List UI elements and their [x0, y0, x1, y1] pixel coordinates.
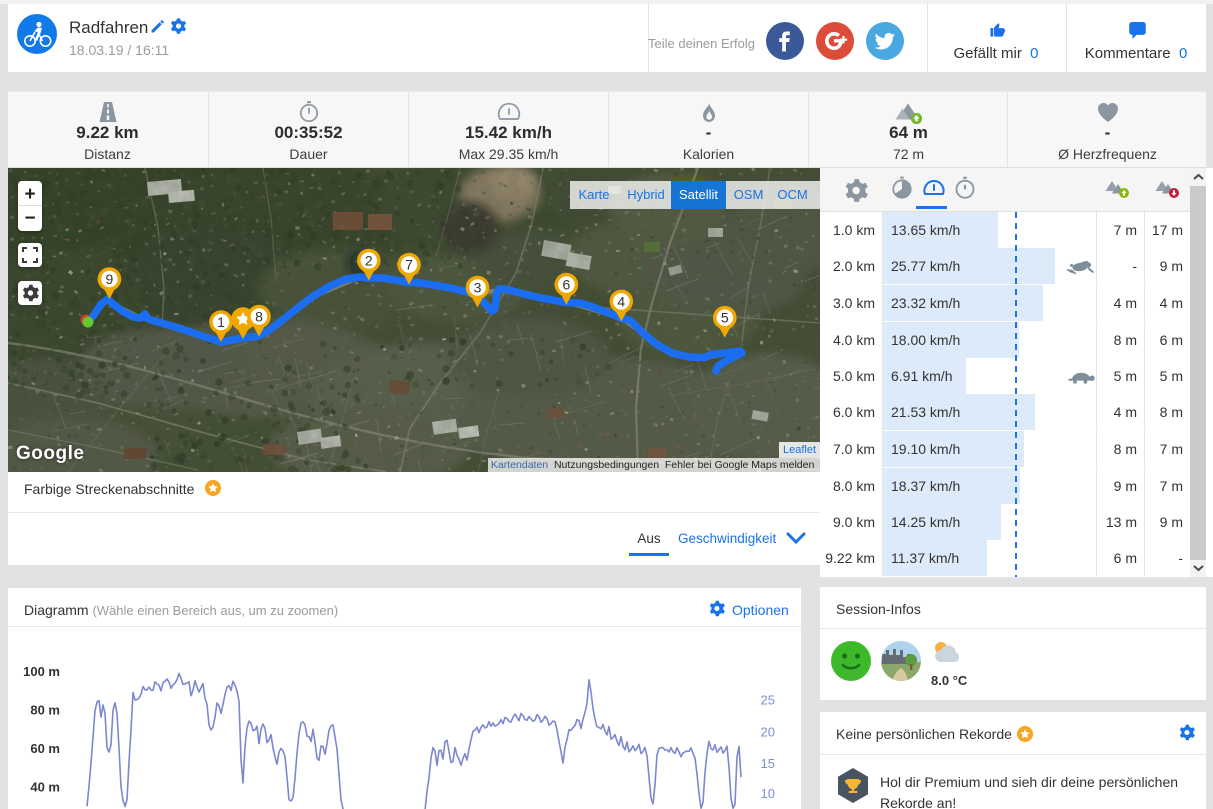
svg-text:25: 25 [761, 693, 775, 708]
svg-text:80 m: 80 m [30, 703, 60, 718]
svg-text:5: 5 [721, 310, 729, 326]
svg-text:4: 4 [617, 293, 625, 309]
svg-text:6: 6 [563, 277, 571, 293]
svg-text:100 m: 100 m [23, 664, 60, 679]
svg-text:7: 7 [405, 257, 413, 273]
svg-text:8: 8 [255, 309, 263, 325]
svg-text:10: 10 [761, 786, 775, 801]
svg-text:20: 20 [761, 725, 775, 740]
svg-text:3: 3 [474, 280, 482, 296]
svg-text:15: 15 [761, 756, 775, 771]
svg-text:60 m: 60 m [30, 741, 60, 756]
svg-text:40 m: 40 m [30, 780, 60, 795]
svg-text:2: 2 [365, 253, 373, 269]
svg-text:1: 1 [217, 314, 225, 330]
svg-text:9: 9 [106, 271, 114, 287]
